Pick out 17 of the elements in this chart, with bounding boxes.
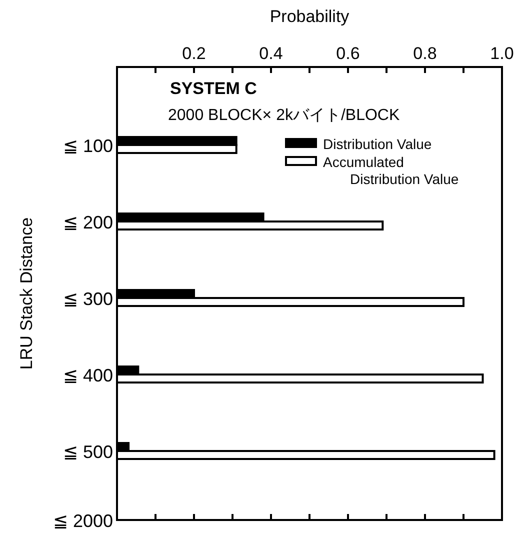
- x-tick-label: 0.6: [336, 44, 360, 63]
- y-tick-label: ≦ 100: [62, 136, 113, 156]
- y-tick-label: ≦ 500: [62, 442, 113, 462]
- x-tick-label: 0.4: [259, 44, 283, 63]
- legend-label: Accumulated Distribution Value: [323, 154, 459, 187]
- legend-label: Distribution Value: [323, 136, 432, 152]
- y-axis-title: LRU Stack Distance: [17, 217, 36, 370]
- x-axis-title: Probability: [270, 7, 350, 26]
- x-tick-label: 0.2: [182, 44, 206, 63]
- text: 2000 BLOCK× 2kバイト/BLOCK: [168, 107, 400, 124]
- y-tick-label: ≦ 2000: [52, 511, 113, 531]
- y-tick-label: ≦ 200: [62, 212, 113, 232]
- x-tick-label: 0.8: [413, 44, 437, 63]
- y-tick-label: ≦ 300: [62, 289, 113, 309]
- x-tick-label: 1.0: [490, 44, 514, 63]
- y-tick-label: ≦ 400: [62, 366, 113, 386]
- text: SYSTEM C: [170, 79, 257, 98]
